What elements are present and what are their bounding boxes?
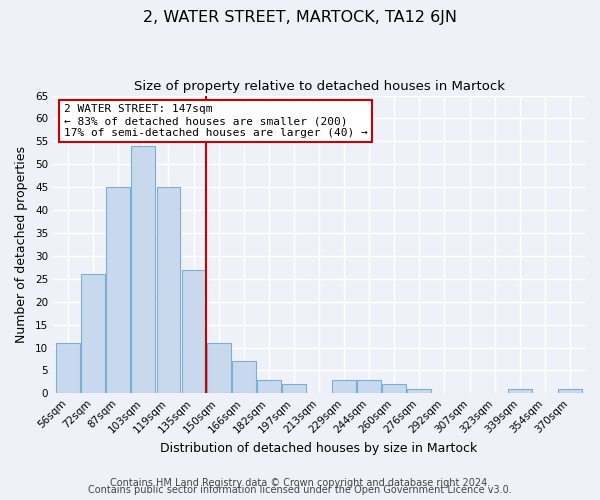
Bar: [382, 384, 406, 394]
Bar: [332, 380, 356, 394]
Text: Contains HM Land Registry data © Crown copyright and database right 2024.: Contains HM Land Registry data © Crown c…: [110, 478, 490, 488]
Bar: [157, 187, 181, 394]
Bar: [357, 380, 381, 394]
Text: 2, WATER STREET, MARTOCK, TA12 6JN: 2, WATER STREET, MARTOCK, TA12 6JN: [143, 10, 457, 25]
Bar: [407, 389, 431, 394]
Bar: [182, 270, 205, 394]
X-axis label: Distribution of detached houses by size in Martock: Distribution of detached houses by size …: [160, 442, 478, 455]
Text: 2 WATER STREET: 147sqm
← 83% of detached houses are smaller (200)
17% of semi-de: 2 WATER STREET: 147sqm ← 83% of detached…: [64, 104, 367, 138]
Bar: [282, 384, 306, 394]
Text: Contains public sector information licensed under the Open Government Licence v3: Contains public sector information licen…: [88, 485, 512, 495]
Title: Size of property relative to detached houses in Martock: Size of property relative to detached ho…: [134, 80, 505, 93]
Bar: [508, 389, 532, 394]
Bar: [56, 343, 80, 394]
Bar: [207, 343, 230, 394]
Bar: [558, 389, 582, 394]
Bar: [106, 187, 130, 394]
Y-axis label: Number of detached properties: Number of detached properties: [15, 146, 28, 343]
Bar: [81, 274, 105, 394]
Bar: [131, 146, 155, 394]
Bar: [232, 362, 256, 394]
Bar: [257, 380, 281, 394]
